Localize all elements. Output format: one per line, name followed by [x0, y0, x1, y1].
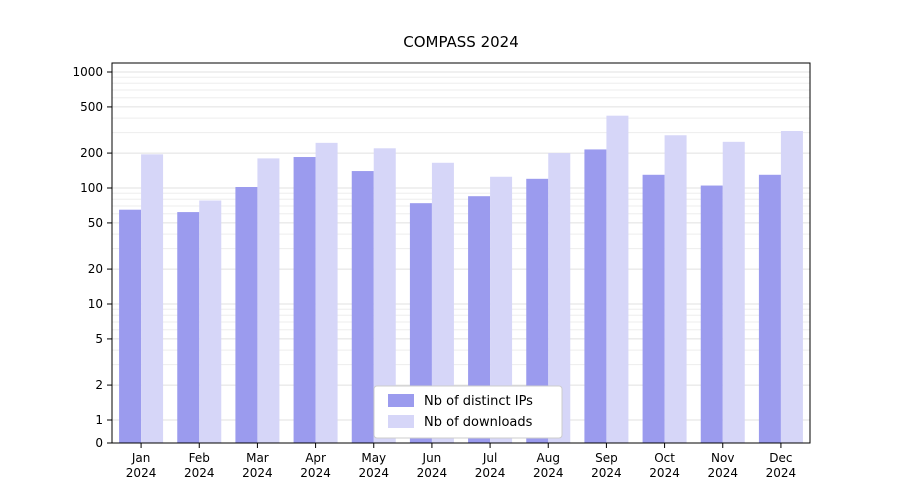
y-tick-label: 2 — [95, 378, 103, 392]
y-tick-label: 1000 — [72, 65, 103, 79]
legend-swatch-downloads — [388, 415, 414, 428]
x-tick-label-month: Jul — [482, 451, 497, 465]
bar-distinct-ips — [119, 209, 142, 443]
y-tick-label: 500 — [80, 100, 103, 114]
x-tick-label-year: 2024 — [126, 466, 157, 480]
y-tick-label: 10 — [88, 297, 103, 311]
bar-distinct-ips — [642, 174, 665, 443]
legend-label-downloads: Nb of downloads — [424, 415, 533, 430]
x-tick-label-month: Dec — [769, 451, 792, 465]
bar-downloads — [548, 153, 571, 444]
chart-title: COMPASS 2024 — [403, 33, 519, 51]
bar-distinct-ips — [351, 171, 374, 444]
bar-distinct-ips — [177, 212, 200, 443]
bar-distinct-ips — [409, 203, 432, 443]
y-tick-label: 0 — [95, 436, 103, 450]
x-tick-label-month: Feb — [189, 451, 210, 465]
plot-area: 01251020501002005001000Jan2024Feb2024Mar… — [72, 62, 811, 480]
bar-distinct-ips — [468, 196, 491, 443]
x-tick-label-year: 2024 — [707, 466, 738, 480]
bar-downloads — [373, 148, 396, 443]
x-tick-label-month: Mar — [246, 451, 269, 465]
x-tick-label-year: 2024 — [533, 466, 564, 480]
x-tick-label-month: Aug — [537, 451, 560, 465]
x-tick-label-month: Apr — [305, 451, 326, 465]
x-tick-label-month: May — [361, 451, 386, 465]
y-tick-label: 5 — [95, 332, 103, 346]
bar-distinct-ips — [584, 149, 607, 443]
x-tick-label-month: Oct — [654, 451, 675, 465]
x-tick-label-year: 2024 — [417, 466, 448, 480]
bar-downloads — [780, 131, 803, 443]
x-tick-label-year: 2024 — [300, 466, 331, 480]
bar-distinct-ips — [700, 185, 723, 443]
bar-downloads — [431, 162, 454, 444]
x-tick-label-year: 2024 — [184, 466, 215, 480]
y-tick-label: 100 — [80, 181, 103, 195]
legend-label-distinct-ips: Nb of distinct IPs — [424, 394, 533, 409]
bar-distinct-ips — [526, 178, 549, 443]
bar-downloads — [606, 115, 629, 444]
x-tick-label-year: 2024 — [358, 466, 389, 480]
bar-distinct-ips — [235, 187, 258, 443]
y-tick-label: 1 — [95, 413, 103, 427]
bar-downloads — [490, 176, 513, 444]
bar-downloads — [664, 135, 687, 444]
x-tick-label-month: Nov — [711, 451, 734, 465]
x-tick-label-year: 2024 — [475, 466, 506, 480]
y-tick-label: 20 — [88, 262, 103, 276]
x-tick-label-year: 2024 — [242, 466, 273, 480]
x-tick-label-month: Jun — [422, 451, 442, 465]
y-tick-label: 50 — [88, 216, 103, 230]
bar-downloads — [722, 141, 745, 443]
x-tick-label-year: 2024 — [766, 466, 797, 480]
legend-box — [373, 385, 563, 439]
x-tick-label-year: 2024 — [649, 466, 680, 480]
bar-downloads — [315, 142, 338, 443]
legend-swatch-distinct-ips — [388, 394, 414, 407]
x-tick-label-year: 2024 — [591, 466, 622, 480]
bar-distinct-ips — [758, 174, 781, 443]
bar-downloads — [257, 158, 280, 444]
bar-downloads — [199, 200, 222, 443]
plot-frame — [111, 62, 811, 444]
x-tick-label-month: Jan — [131, 451, 151, 465]
bar-downloads — [141, 154, 164, 443]
legend: Nb of distinct IPs Nb of downloads — [373, 385, 563, 439]
x-tick-label-month: Sep — [595, 451, 618, 465]
y-tick-label: 200 — [80, 146, 103, 160]
bar-distinct-ips — [293, 157, 316, 444]
